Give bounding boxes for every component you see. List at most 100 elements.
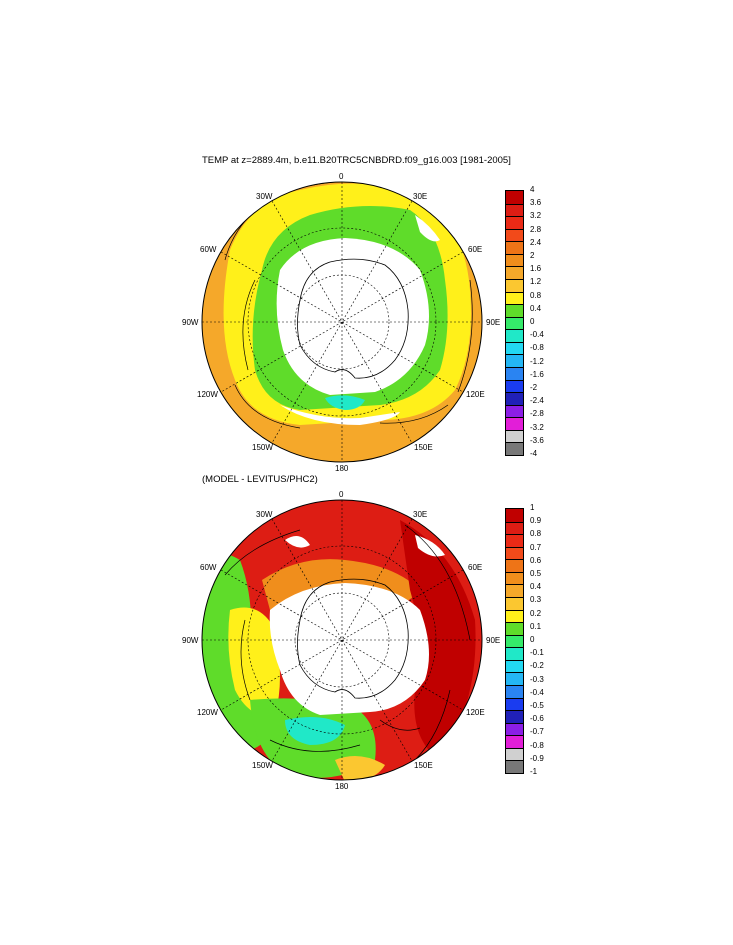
panel1-lon-right: 90E	[486, 318, 501, 327]
panel2-colorbar-swatch	[506, 634, 523, 648]
panel2-colorbar-swatch	[506, 584, 523, 598]
panel1-colorbar	[505, 190, 524, 456]
panel1-colorbar-label: 2.4	[530, 237, 542, 247]
panel2-colorbar-label: 1	[530, 503, 535, 512]
panel1-colorbar-label: -0.4	[530, 330, 544, 340]
panel1-colorbar-swatch	[506, 417, 523, 431]
panel1-map-border	[201, 181, 483, 463]
panel1-colorbar-label: 3.2	[530, 211, 542, 221]
panel2-lon-top: 0	[339, 490, 344, 499]
panel2-colorbar-label: -0.5	[530, 701, 544, 710]
panel2-colorbar-swatch	[506, 710, 523, 724]
panel2-colorbar-swatch	[506, 672, 523, 686]
panel2-colorbar-label: 0.3	[530, 595, 542, 605]
panel2-colorbar-label: 0.6	[530, 555, 542, 565]
panel2-colorbar-label: 0.7	[530, 542, 542, 552]
panel2-colorbar-label: 0.1	[530, 621, 542, 631]
panel2-colorbar-swatch	[506, 697, 523, 711]
panel1-colorbar-swatch	[506, 329, 523, 343]
panel1-colorbar-label: 2	[530, 251, 535, 260]
panel1-antarctica-coast	[297, 258, 409, 379]
panel1-lon-top-left: 30W	[256, 192, 273, 201]
panel1-colorbar-swatch	[506, 392, 523, 406]
panel2-colorbar-label: -0.4	[530, 687, 544, 697]
panel2-colorbar-swatch	[506, 760, 523, 774]
panel2-colorbar-swatch	[506, 622, 523, 636]
panel2-lon-lower-left: 120W	[197, 708, 218, 717]
panel1-lon-lower-right: 120E	[466, 390, 485, 399]
panel2-field-cyan	[285, 716, 345, 745]
panel2-lon-upper-right: 60E	[468, 563, 483, 572]
panel2-colorbar-swatch	[506, 722, 523, 736]
panel2-colorbar-label: -0.9	[530, 753, 544, 763]
panel1-antarctic-margin	[276, 238, 429, 395]
panel1-lon-lower-left: 120W	[197, 390, 218, 399]
panel1-colorbar-label: -2.8	[530, 409, 544, 419]
panel2-lon-bottom-right: 150E	[414, 761, 433, 770]
panel1-colorbar-swatch	[506, 316, 523, 330]
panel2-colorbar-swatch	[506, 597, 523, 611]
panel2-colorbar-label: 0.4	[530, 582, 542, 592]
panel2-colorbar-label: -0.2	[530, 661, 544, 671]
panel2-colorbar-swatch	[506, 735, 523, 749]
panel1-missing-wedge	[280, 405, 400, 425]
panel2-colorbar-swatch	[506, 559, 523, 573]
panel2-colorbar-label: -0.7	[530, 727, 544, 737]
panel2-polar-map	[201, 499, 483, 781]
panel2-title: (MODEL - LEVITUS/PHC2)	[202, 474, 318, 485]
panel1-colorbar-label: -3.2	[530, 422, 544, 432]
panel1-colorbar-swatch	[506, 228, 523, 242]
panel2-colorbar-label: -0.3	[530, 674, 544, 684]
panel1-colorbar-swatch	[506, 429, 523, 443]
panel2-colorbar-label: 0.2	[530, 608, 542, 618]
panel2-field-yellow	[228, 607, 280, 716]
panel2-colorbar-swatch	[506, 685, 523, 699]
panel2-colorbar-swatch	[506, 571, 523, 585]
panel1-colorbar-swatch	[506, 241, 523, 255]
panel2-colorbar-label: 0.8	[530, 529, 542, 539]
panel1-colorbar-label: 0.4	[530, 303, 542, 313]
panel1-colorbar-label: -2	[530, 383, 538, 392]
panel1-colorbar-swatch	[506, 253, 523, 267]
panel1-colorbar-label: -1.2	[530, 356, 544, 366]
panel1-colorbar-label: -2.4	[530, 396, 544, 406]
panel1-lon-left: 90W	[182, 318, 199, 327]
panel2-lon-top-right: 30E	[413, 510, 428, 519]
panel2-missing-ne	[415, 535, 445, 557]
panel1-colorbar-label: -4	[530, 449, 538, 458]
panel2-colorbar-label: -1	[530, 767, 538, 776]
panel1-colorbar-label: 2.8	[530, 224, 542, 234]
panel2-colorbar-label: 0.5	[530, 569, 542, 578]
panel1-colorbar-swatch	[506, 367, 523, 381]
panel1-colorbar-label: 0.8	[530, 290, 542, 300]
panel1-lon-upper-right: 60E	[468, 245, 483, 254]
panel1-colorbar-swatch	[506, 279, 523, 293]
panel2-missing-nw	[285, 536, 310, 548]
panel1-colorbar-swatch	[506, 291, 523, 305]
panel1-lon-upper-left: 60W	[200, 245, 217, 254]
panel1-colorbar-swatch	[506, 354, 523, 368]
panel1-colorbar-label: 1.6	[530, 264, 542, 274]
panel1-colorbar-swatch	[506, 442, 523, 456]
panel1-missing-ne	[415, 215, 440, 242]
panel2-colorbar-swatch	[506, 659, 523, 673]
panel2-lon-left: 90W	[182, 636, 199, 645]
panel2-colorbar-label: 0.9	[530, 516, 542, 526]
panel2-map-border	[201, 499, 483, 781]
panel1-colorbar-swatch	[506, 404, 523, 418]
panel2-field-east	[400, 520, 476, 760]
panel2-colorbar-label: -0.1	[530, 648, 544, 658]
panel2-antarctic-margin	[269, 583, 429, 715]
panel2-colorbar-label: 0	[530, 635, 535, 644]
panel2-colorbar-swatch	[506, 647, 523, 661]
panel2-antarctica-coast	[297, 578, 409, 699]
panel2-colorbar-swatch	[506, 521, 523, 535]
panel2-colorbar-swatch	[506, 534, 523, 548]
panel1-colorbar-swatch	[506, 216, 523, 230]
panel1-title: TEMP at z=2889.4m, b.e11.B20TRC5CNBDRD.f…	[202, 155, 511, 166]
panel1-polar-map	[201, 181, 483, 463]
panel1-colorbar-label: -1.6	[530, 369, 544, 379]
panel1-colorbar-swatch	[506, 191, 523, 205]
panel2-colorbar-swatch	[506, 609, 523, 623]
panel2-colorbar-label: -0.8	[530, 740, 544, 750]
